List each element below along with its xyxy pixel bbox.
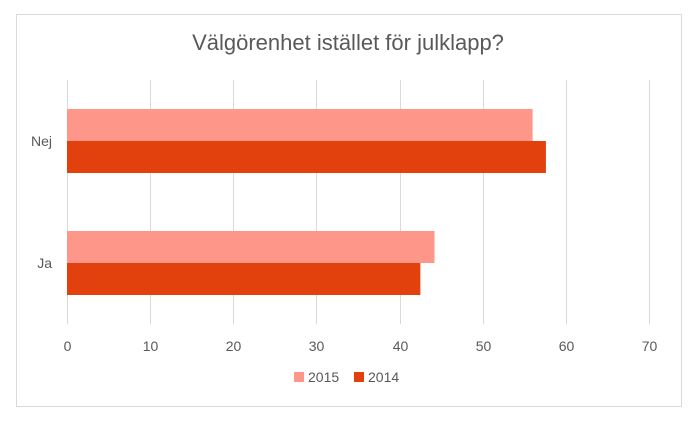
x-tick-label: 0	[64, 338, 72, 354]
y-tick-label: Nej	[31, 133, 52, 149]
x-tick-label: 20	[226, 338, 242, 354]
x-tick-label: 60	[559, 338, 575, 354]
x-tick-label: 70	[642, 338, 658, 354]
y-tick-label: Ja	[37, 255, 52, 271]
legend-label: 2015	[308, 369, 339, 385]
bar-ja-2014	[67, 263, 421, 295]
bars	[67, 109, 546, 295]
x-tick-label: 40	[393, 338, 409, 354]
legend: 2015 2014	[294, 369, 399, 385]
x-tick-label: 50	[476, 338, 492, 354]
x-tick-label: 10	[143, 338, 159, 354]
chart-title: Välgörenhet istället för julklapp?	[192, 30, 504, 55]
bar-nej-2015	[67, 109, 533, 141]
legend-swatch-2015	[294, 372, 304, 382]
bar-ja-2015	[67, 231, 435, 263]
x-tick-label: 30	[309, 338, 325, 354]
legend-swatch-2014	[354, 372, 364, 382]
legend-label: 2014	[368, 369, 399, 385]
y-axis-ticks: Nej Ja	[31, 133, 52, 271]
x-axis-ticks: 0 10 20 30 40 50 60 70	[64, 338, 658, 354]
bar-nej-2014	[67, 141, 546, 173]
chart-frame	[16, 14, 682, 407]
